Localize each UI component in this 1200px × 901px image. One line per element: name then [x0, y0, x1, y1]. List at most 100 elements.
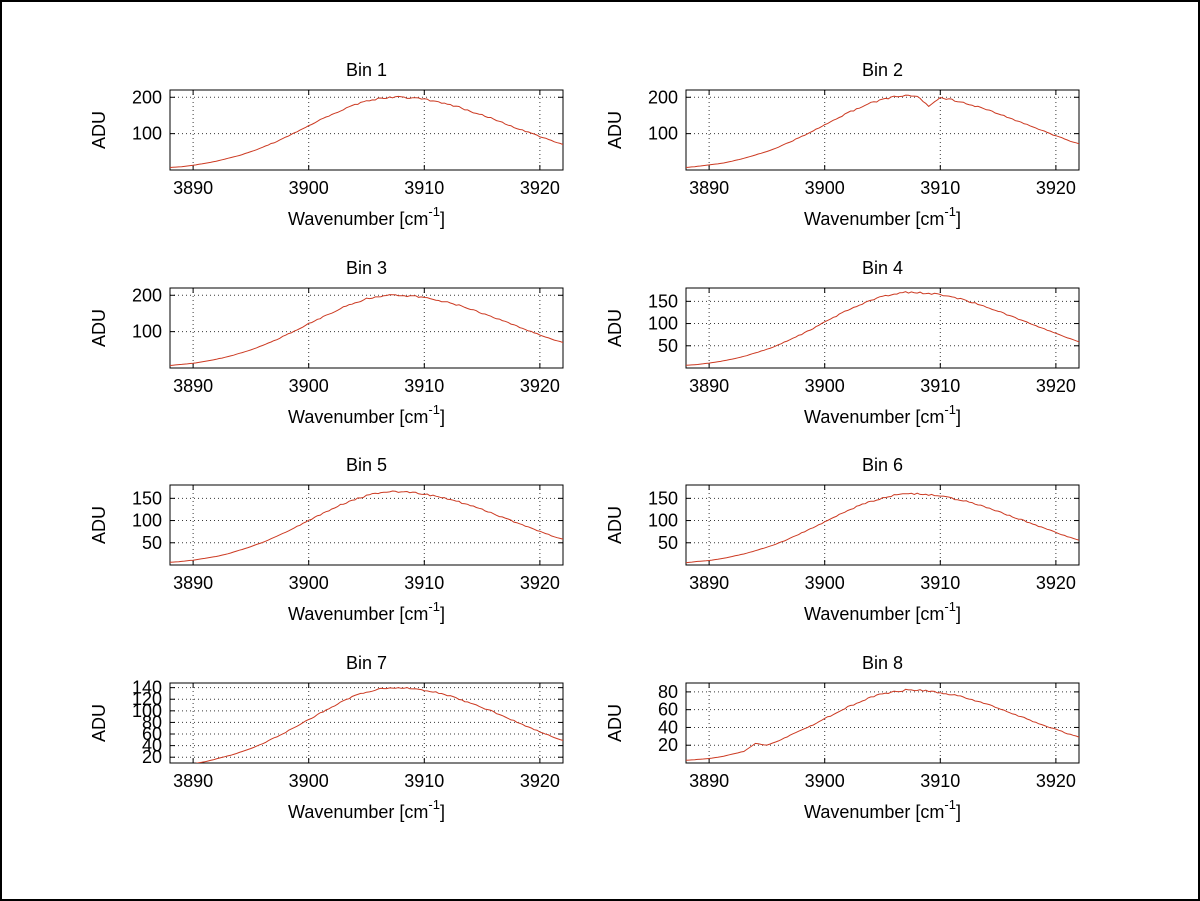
subplot-bin-2: Bin 2 3890 3900 3910 3920 100 200 ADU Wavenumber… — [605, 60, 1080, 229]
x-axis-label: Wavenumber [cm-1] — [804, 797, 961, 822]
y-tick-label: 120 — [132, 689, 162, 709]
spectrum-line — [686, 688, 1079, 761]
x-tick-label: 3910 — [920, 573, 960, 593]
tick-marks — [686, 90, 1079, 170]
axes-box — [169, 484, 564, 566]
y-tick-label: 150 — [648, 291, 678, 311]
tick-marks — [170, 90, 563, 170]
tick-marks — [686, 485, 1079, 565]
y-tick-label: 50 — [658, 533, 678, 553]
x-axis-label: Wavenumber [cm-1] — [804, 599, 961, 624]
x-tick-label: 3920 — [520, 376, 560, 396]
x-tick-label: 3910 — [920, 376, 960, 396]
subplot-bin-1: Bin 1 3890 3900 3910 3920 100 200 ADU Wavenumber… — [89, 60, 564, 229]
x-tick-label: 3900 — [289, 771, 329, 791]
y-axis-label: ADU — [605, 704, 625, 742]
grid-lines — [686, 288, 1079, 368]
y-tick-label: 50 — [658, 336, 678, 356]
axes-box — [685, 287, 1080, 369]
grid-lines — [686, 683, 1079, 763]
y-tick-label: 150 — [132, 488, 162, 508]
y-tick-label: 80 — [142, 712, 162, 732]
tick-marks — [170, 485, 563, 565]
y-tick-label: 200 — [132, 285, 162, 305]
y-tick-label: 60 — [142, 724, 162, 744]
x-tick-label: 3910 — [404, 376, 444, 396]
x-tick-label: 3890 — [173, 771, 213, 791]
tick-marks — [686, 683, 1079, 763]
x-tick-label: 3920 — [1036, 771, 1076, 791]
y-tick-label: 200 — [648, 87, 678, 107]
x-axis-label: Wavenumber [cm-1] — [804, 402, 961, 427]
x-tick-label: 3900 — [805, 178, 845, 198]
x-tick-label: 3920 — [520, 178, 560, 198]
spectrum-line — [193, 686, 563, 763]
y-axis-label: ADU — [89, 111, 109, 149]
x-tick-label: 3900 — [289, 178, 329, 198]
subplot-bin-3: Bin 3 3890 3900 3910 3920 100 200 ADU Wavenumber… — [89, 258, 564, 427]
x-axis-label: Wavenumber [cm-1] — [804, 204, 961, 229]
x-tick-label: 3900 — [805, 376, 845, 396]
axes-box — [685, 682, 1080, 764]
x-tick-label: 3920 — [520, 771, 560, 791]
x-tick-label: 3910 — [920, 771, 960, 791]
x-tick-label: 3900 — [289, 573, 329, 593]
x-tick-label: 3890 — [689, 376, 729, 396]
grid-lines — [170, 485, 563, 565]
y-tick-label: 200 — [132, 87, 162, 107]
x-tick-label: 3920 — [520, 573, 560, 593]
y-axis-label: ADU — [89, 506, 109, 544]
spectrum-line — [686, 492, 1079, 564]
subplot-title: Bin 2 — [862, 60, 903, 80]
subplot-title: Bin 3 — [346, 258, 387, 278]
x-tick-label: 3890 — [689, 178, 729, 198]
subplot-title: Bin 6 — [862, 455, 903, 475]
spectrum-line — [686, 94, 1079, 168]
tick-marks — [170, 288, 563, 368]
x-axis-label: Wavenumber [cm-1] — [288, 402, 445, 427]
x-tick-label: 3900 — [289, 376, 329, 396]
y-tick-label: 40 — [142, 736, 162, 756]
y-axis-label: ADU — [605, 506, 625, 544]
x-tick-label: 3920 — [1036, 178, 1076, 198]
subplot-title: Bin 1 — [346, 60, 387, 80]
x-axis-label: Wavenumber [cm-1] — [288, 204, 445, 229]
x-tick-label: 3910 — [404, 178, 444, 198]
y-axis-label: ADU — [89, 309, 109, 347]
y-tick-label: 80 — [658, 682, 678, 702]
x-tick-label: 3890 — [689, 771, 729, 791]
subplot-title: Bin 8 — [862, 653, 903, 673]
x-tick-label: 3910 — [404, 771, 444, 791]
axes-box — [169, 89, 564, 171]
y-axis-label: ADU — [605, 309, 625, 347]
tick-marks — [686, 288, 1079, 368]
x-tick-label: 3920 — [1036, 573, 1076, 593]
x-tick-label: 3890 — [689, 573, 729, 593]
subplot-title: Bin 7 — [346, 653, 387, 673]
spectrum-line — [686, 291, 1079, 366]
y-tick-label: 100 — [648, 124, 678, 144]
y-tick-label: 40 — [658, 717, 678, 737]
spectrum-line — [170, 294, 563, 366]
grid-lines — [170, 683, 563, 763]
x-tick-label: 3910 — [920, 178, 960, 198]
y-tick-label: 150 — [648, 488, 678, 508]
grid-lines — [686, 90, 1079, 170]
x-tick-label: 3890 — [173, 178, 213, 198]
y-axis-label: ADU — [605, 111, 625, 149]
grid-lines — [170, 90, 563, 170]
axes-box — [169, 287, 564, 369]
y-tick-label: 140 — [132, 678, 162, 698]
x-tick-label: 3900 — [805, 573, 845, 593]
y-tick-label: 100 — [132, 511, 162, 531]
x-tick-label: 3920 — [1036, 376, 1076, 396]
axes-box — [685, 484, 1080, 566]
y-tick-label: 100 — [132, 124, 162, 144]
y-tick-label: 100 — [132, 701, 162, 721]
x-axis-label: Wavenumber [cm-1] — [288, 599, 445, 624]
x-tick-label: 3890 — [173, 573, 213, 593]
